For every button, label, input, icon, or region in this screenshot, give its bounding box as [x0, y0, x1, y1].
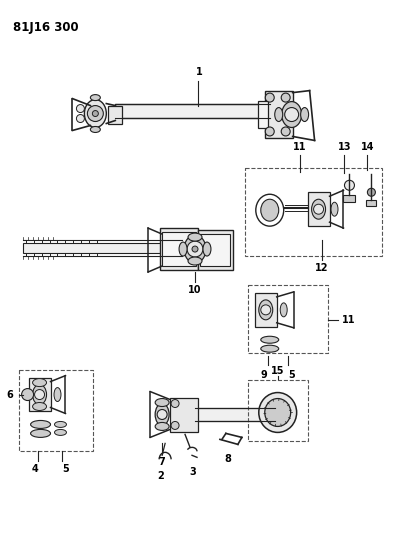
- Bar: [200, 234, 230, 266]
- Text: 2: 2: [157, 471, 164, 481]
- Ellipse shape: [259, 300, 273, 320]
- Bar: [245, 168, 383, 256]
- Text: 11: 11: [293, 142, 307, 152]
- Circle shape: [314, 204, 324, 214]
- Circle shape: [281, 93, 290, 102]
- Bar: [160, 228, 198, 270]
- Text: 4: 4: [31, 464, 38, 474]
- Ellipse shape: [155, 399, 169, 407]
- Ellipse shape: [30, 421, 51, 429]
- Bar: [248, 285, 327, 353]
- Ellipse shape: [55, 430, 67, 435]
- Ellipse shape: [312, 199, 326, 219]
- Ellipse shape: [179, 242, 187, 256]
- Text: 12: 12: [315, 263, 328, 273]
- Ellipse shape: [32, 378, 47, 386]
- Text: 3: 3: [190, 467, 196, 477]
- Ellipse shape: [30, 430, 51, 438]
- Bar: [265, 91, 293, 139]
- Ellipse shape: [90, 126, 100, 133]
- Bar: [248, 379, 308, 441]
- Circle shape: [157, 409, 167, 419]
- Bar: [258, 101, 268, 128]
- Ellipse shape: [301, 108, 308, 122]
- Ellipse shape: [331, 202, 338, 216]
- Ellipse shape: [54, 387, 61, 401]
- Ellipse shape: [55, 422, 67, 427]
- Ellipse shape: [203, 242, 211, 256]
- Bar: [115, 103, 270, 117]
- Ellipse shape: [32, 402, 47, 410]
- Circle shape: [88, 106, 103, 122]
- Bar: [29, 377, 51, 411]
- Circle shape: [367, 188, 375, 196]
- Circle shape: [76, 115, 84, 123]
- Circle shape: [261, 305, 271, 315]
- Bar: [170, 398, 198, 432]
- Ellipse shape: [184, 235, 206, 263]
- Text: 8: 8: [225, 454, 231, 464]
- Text: 6: 6: [6, 390, 13, 400]
- Ellipse shape: [155, 403, 169, 425]
- Ellipse shape: [280, 303, 287, 317]
- Text: 11: 11: [341, 315, 355, 325]
- Bar: [343, 195, 356, 202]
- Text: 14: 14: [361, 142, 374, 152]
- Ellipse shape: [261, 336, 279, 343]
- Text: 9: 9: [261, 370, 267, 379]
- Circle shape: [265, 127, 274, 136]
- Text: 7: 7: [159, 457, 166, 467]
- Ellipse shape: [84, 100, 106, 127]
- Ellipse shape: [155, 423, 169, 431]
- Ellipse shape: [275, 108, 283, 122]
- Text: 5: 5: [288, 370, 295, 379]
- Ellipse shape: [265, 399, 291, 426]
- Circle shape: [187, 241, 203, 257]
- Circle shape: [171, 422, 179, 430]
- Bar: [195, 408, 275, 422]
- Bar: [255, 293, 277, 327]
- Ellipse shape: [188, 233, 202, 241]
- Ellipse shape: [282, 102, 302, 127]
- Text: 15: 15: [271, 366, 284, 376]
- Circle shape: [285, 108, 299, 122]
- Circle shape: [192, 246, 198, 252]
- Circle shape: [76, 104, 84, 112]
- Text: 1: 1: [196, 67, 202, 77]
- Ellipse shape: [90, 94, 100, 101]
- Bar: [162, 232, 196, 266]
- Circle shape: [171, 400, 179, 408]
- Ellipse shape: [261, 199, 279, 221]
- Text: 5: 5: [62, 464, 69, 474]
- Ellipse shape: [32, 385, 47, 405]
- Circle shape: [34, 390, 44, 400]
- Ellipse shape: [188, 257, 202, 265]
- Bar: [308, 192, 329, 226]
- Circle shape: [92, 110, 98, 117]
- Bar: [366, 200, 376, 206]
- Circle shape: [22, 389, 34, 400]
- Ellipse shape: [259, 393, 297, 432]
- Text: 10: 10: [188, 285, 202, 295]
- Bar: [19, 370, 93, 451]
- Text: 81J16 300: 81J16 300: [13, 21, 78, 34]
- Ellipse shape: [261, 345, 279, 352]
- Bar: [198, 230, 233, 270]
- Bar: [109, 106, 122, 124]
- Text: 13: 13: [338, 142, 351, 152]
- Circle shape: [281, 127, 290, 136]
- Circle shape: [345, 180, 354, 190]
- Bar: [23, 243, 182, 253]
- Circle shape: [265, 93, 274, 102]
